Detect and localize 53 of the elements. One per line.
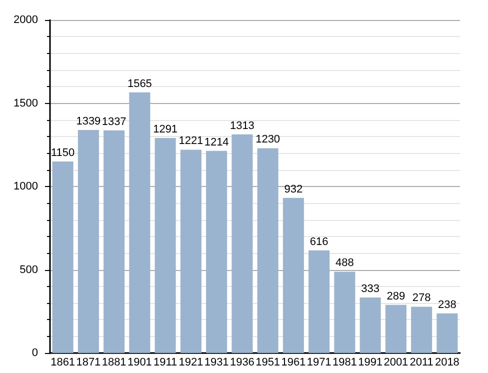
x-tick-label: 1871 bbox=[76, 356, 101, 368]
bar bbox=[334, 272, 356, 353]
x-tick-label: 2001 bbox=[384, 356, 408, 368]
bar bbox=[78, 130, 99, 353]
y-tick-label: 1000 bbox=[14, 180, 38, 192]
data-label: 1337 bbox=[102, 116, 126, 128]
y-tick-label: 0 bbox=[32, 347, 38, 359]
data-label: 932 bbox=[284, 183, 303, 196]
bar bbox=[232, 134, 253, 353]
data-label: 1214 bbox=[204, 136, 229, 148]
bar bbox=[52, 162, 74, 353]
data-label: 1291 bbox=[153, 124, 178, 136]
x-tick-label: 1951 bbox=[256, 356, 280, 368]
y-tick-label: 1500 bbox=[14, 97, 38, 110]
x-tick-label: 1981 bbox=[332, 356, 357, 368]
x-tick-label: 1901 bbox=[127, 356, 152, 368]
data-label: 1150 bbox=[50, 147, 75, 160]
data-label: 488 bbox=[336, 257, 354, 270]
bar bbox=[154, 138, 176, 353]
bar bbox=[206, 150, 228, 353]
x-tick-label: 1936 bbox=[230, 356, 254, 368]
bar bbox=[385, 304, 406, 353]
bar bbox=[104, 130, 125, 353]
data-label: 1313 bbox=[230, 120, 254, 132]
bar bbox=[308, 250, 330, 353]
bar bbox=[411, 306, 432, 353]
data-label: 616 bbox=[310, 236, 328, 248]
bar bbox=[180, 150, 202, 353]
x-tick-label: 2011 bbox=[410, 356, 434, 368]
x-tick-label: 1911 bbox=[153, 356, 178, 368]
bar bbox=[129, 92, 150, 353]
data-label: 1339 bbox=[76, 116, 101, 128]
data-label: 278 bbox=[412, 292, 431, 304]
bar bbox=[282, 198, 304, 353]
bar bbox=[360, 298, 381, 353]
x-tick-label: 1961 bbox=[281, 356, 306, 368]
x-tick-label: 1931 bbox=[204, 356, 229, 368]
data-label: 1230 bbox=[256, 134, 280, 146]
data-label: 333 bbox=[361, 283, 380, 296]
x-tick-label: 2018 bbox=[434, 356, 460, 368]
data-label: 1565 bbox=[127, 78, 152, 90]
x-tick-label: 1921 bbox=[178, 356, 204, 368]
x-tick-label: 1881 bbox=[102, 356, 126, 368]
bar bbox=[436, 313, 458, 353]
bar bbox=[257, 148, 278, 353]
data-label: 238 bbox=[438, 298, 456, 311]
data-label: 289 bbox=[386, 290, 406, 302]
x-tick-label: 1971 bbox=[306, 356, 332, 368]
y-tick-label: 500 bbox=[20, 264, 38, 276]
y-tick-label: 2000 bbox=[14, 14, 38, 26]
x-tick-label: 1861 bbox=[50, 356, 76, 368]
x-tick-label: 1991 bbox=[358, 356, 383, 368]
data-label: 1221 bbox=[178, 135, 204, 148]
